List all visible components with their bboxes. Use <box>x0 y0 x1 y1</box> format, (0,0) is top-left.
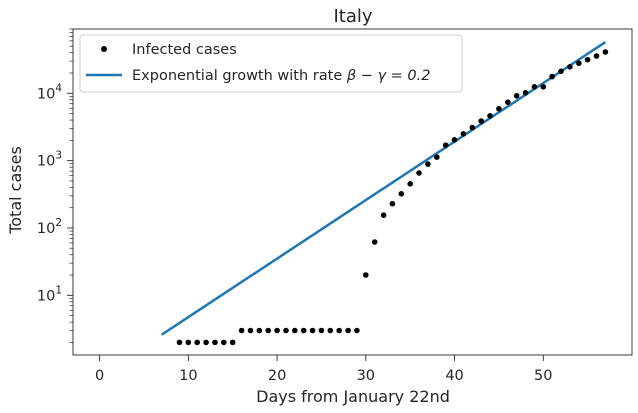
data-point <box>531 84 538 90</box>
data-point <box>496 106 502 112</box>
data-point <box>274 327 280 334</box>
data-point <box>371 239 378 245</box>
legend-label-infected: Infected cases <box>132 42 237 58</box>
fit-line-layer <box>161 41 607 336</box>
y-tick-exponent: 4 <box>55 82 62 94</box>
chart-title: Italy <box>333 6 372 27</box>
x-tick-label: 50 <box>534 368 552 384</box>
data-point <box>460 131 467 137</box>
data-point <box>513 93 520 99</box>
data-point <box>576 60 582 66</box>
x-ticks: 0 10 20 30 40 50 <box>95 355 552 384</box>
data-point <box>478 118 485 124</box>
y-axis-label: Total cases <box>6 146 25 235</box>
x-tick-label: 40 <box>445 368 463 384</box>
data-point <box>602 49 609 55</box>
data-point <box>265 327 272 334</box>
y-tick-base: 10 <box>37 221 55 237</box>
data-point <box>407 181 414 187</box>
data-point <box>318 327 325 334</box>
data-point <box>185 339 192 346</box>
data-point <box>434 154 440 160</box>
y-tick-label: 102 <box>37 217 62 237</box>
y-tick-label: 104 <box>37 82 62 102</box>
data-point <box>442 142 449 148</box>
data-point <box>363 272 369 278</box>
data-point <box>522 90 529 96</box>
x-tick-label: 10 <box>179 368 197 384</box>
data-point <box>549 73 555 80</box>
legend-label-fit: Exponential growth with rate β − γ = 0.2 <box>132 68 431 84</box>
data-point <box>540 84 547 90</box>
legend-marker-infected <box>101 46 107 52</box>
data-point <box>416 170 422 176</box>
data-point <box>283 327 289 334</box>
x-tick-label: 30 <box>357 368 375 384</box>
data-point <box>380 212 387 218</box>
axes-layer <box>72 28 633 356</box>
data-point <box>505 99 511 105</box>
data-point <box>256 327 263 334</box>
data-point <box>238 327 245 334</box>
data-point <box>194 339 200 346</box>
data-point <box>593 53 600 59</box>
y-tick-base: 10 <box>37 154 55 170</box>
data-point <box>451 137 458 143</box>
y-tick-exponent: 2 <box>55 217 62 229</box>
y-tick-exponent: 3 <box>55 150 62 162</box>
data-point <box>558 68 564 75</box>
data-point <box>425 161 431 167</box>
data-point <box>176 339 183 346</box>
data-point <box>212 339 218 346</box>
data-point <box>229 339 236 346</box>
fit-line <box>161 41 607 336</box>
data-point <box>292 327 298 334</box>
data-point <box>203 339 209 346</box>
y-tick-base: 10 <box>37 288 55 304</box>
data-points-layer <box>176 49 609 346</box>
legend-label-fit-math: β − γ = 0.2 <box>346 68 431 84</box>
data-point <box>327 327 334 334</box>
data-point <box>300 327 307 334</box>
plot-frame <box>72 28 633 356</box>
x-axis-label: Days from January 22nd <box>256 387 450 406</box>
data-point <box>584 56 591 63</box>
legend-frame <box>79 34 463 93</box>
data-point <box>469 124 476 131</box>
data-point <box>336 327 343 334</box>
data-point <box>309 327 316 334</box>
legend: Infected cases Exponential growth with r… <box>79 34 463 93</box>
y-tick-label: 101 <box>37 284 62 304</box>
y-tick-label: 103 <box>37 150 62 170</box>
y-tick-base: 10 <box>37 86 55 102</box>
data-point <box>221 339 227 346</box>
data-point <box>567 64 573 70</box>
data-point <box>398 191 405 197</box>
x-tick-label: 0 <box>95 368 104 384</box>
data-point <box>247 327 254 334</box>
x-tick-label: 20 <box>268 368 286 384</box>
data-point <box>487 113 493 119</box>
data-point <box>345 327 351 334</box>
data-point <box>354 327 360 334</box>
data-point <box>389 200 396 207</box>
legend-label-fit-prefix: Exponential growth with rate <box>132 68 347 84</box>
y-tick-exponent: 1 <box>55 284 62 296</box>
